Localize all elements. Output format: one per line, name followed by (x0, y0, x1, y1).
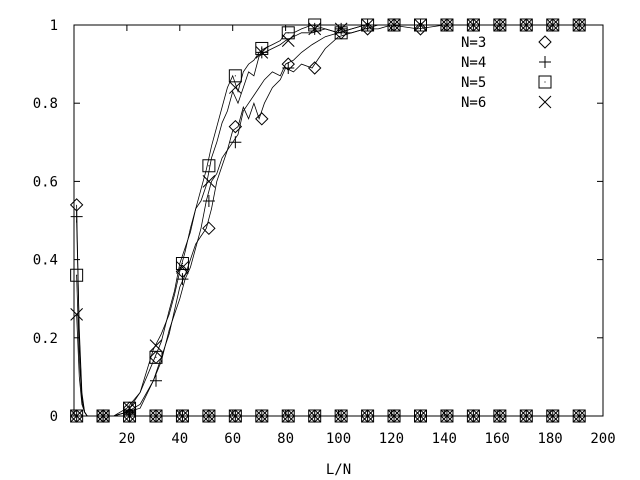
data-point-square (255, 41, 269, 55)
data-point-diamond (228, 119, 243, 134)
data-point-square-dot (234, 75, 236, 77)
x-axis-label: L/N (326, 462, 351, 478)
data-point-cross (70, 307, 83, 321)
x-tick-label: 20 (118, 431, 135, 447)
x-tick-label: 40 (171, 431, 188, 447)
data-point-square (228, 69, 242, 83)
data-point-square-dot (181, 263, 183, 265)
legend-marker-cross (538, 95, 552, 109)
legend-marker-square (538, 75, 552, 89)
legend: N=3 N=4 N=5 N=6 (461, 35, 552, 111)
data-point-square-dot (340, 32, 342, 34)
axis-ticks (74, 24, 604, 417)
data-point-plus (229, 136, 242, 149)
data-point-square (149, 350, 163, 364)
data-point-cross (281, 34, 295, 47)
legend-marker-diamond (538, 35, 552, 49)
data-point-square-outline (228, 69, 242, 83)
legend-label: N=6 (461, 95, 486, 111)
data-point-square (175, 257, 189, 271)
y-tick-label: 1 (50, 18, 58, 34)
data-point-cross (149, 339, 163, 352)
data-point-square-outline (70, 268, 84, 282)
data-point-plus (202, 194, 215, 207)
axis-tick-labels: 20 40 60 80 100 120 140 160 180 200 0 0.2 0.4 0.6 0.8 1 (33, 18, 616, 447)
data-point-square-outline (149, 350, 163, 364)
x-tick-label: 140 (432, 431, 457, 447)
data-point-square-dot (261, 47, 263, 49)
data-point-diamond (413, 22, 428, 36)
data-point-cross (176, 261, 189, 274)
data-point-square-outline (175, 257, 189, 271)
data-point-diamond (360, 22, 375, 36)
data-point-plus (70, 210, 83, 223)
data-point-square-dot (208, 165, 210, 167)
x-tick-label: 200 (590, 431, 615, 447)
x-tick-label: 160 (485, 431, 510, 447)
x-tick-label: 80 (277, 431, 294, 447)
data-point-square-outline (281, 26, 295, 40)
data-point-plus (282, 62, 295, 75)
data-point-square-dot (287, 32, 289, 34)
y-tick-label: 0.4 (33, 253, 58, 269)
data-point-square-dot (155, 356, 157, 358)
data-point-square-outline (255, 41, 269, 55)
legend-marker-plus (539, 56, 551, 68)
data-point-square (202, 159, 216, 173)
data-point-diamond (255, 112, 269, 126)
data-point-square-dot (76, 274, 78, 276)
data-point-cross (255, 46, 269, 59)
data-point-plus (176, 273, 189, 286)
x-tick-label: 180 (537, 431, 562, 447)
data-point-cross (202, 175, 216, 188)
data-point-square-outline (334, 26, 348, 40)
data-point-plus (149, 374, 162, 387)
x-tick-label: 120 (379, 431, 404, 447)
data-point-square (281, 26, 295, 40)
y-tick-label: 0.8 (33, 96, 58, 112)
data-point-square-outline (123, 401, 137, 415)
legend-label: N=3 (461, 35, 486, 51)
data-point-square (70, 268, 84, 282)
legend-marker-square-dot (544, 81, 546, 83)
x-tick-label: 100 (326, 431, 351, 447)
data-point-square-outline (202, 159, 216, 173)
x-tick-label: 60 (224, 431, 241, 447)
y-tick-label: 0.2 (33, 331, 58, 347)
legend-marker-square-outline (538, 75, 552, 89)
data-point-cross (228, 81, 242, 94)
y-tick-label: 0 (50, 409, 58, 425)
legend-label: N=4 (461, 55, 486, 71)
data-point-diamond (307, 61, 322, 75)
legend-label: N=5 (461, 75, 486, 91)
data-point-diamond (202, 221, 216, 236)
data-point-square (334, 26, 348, 40)
y-tick-label: 0.6 (33, 174, 58, 190)
